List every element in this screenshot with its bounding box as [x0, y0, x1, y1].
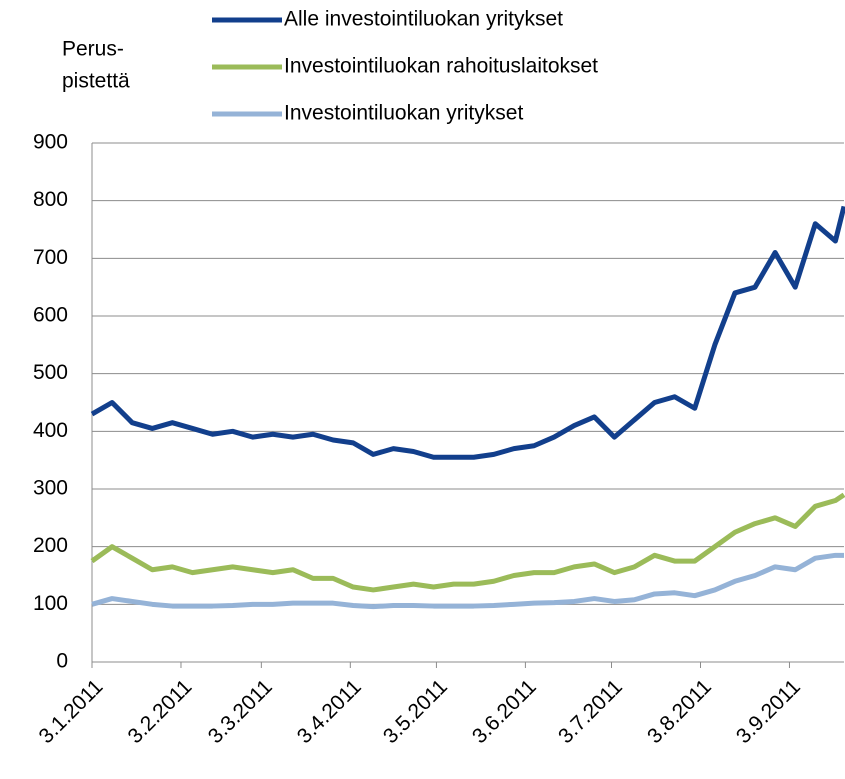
x-tick-label: 3.7.2011: [554, 675, 627, 748]
y-tick-label: 400: [33, 419, 68, 442]
x-tick-label: 3.5.2011: [379, 675, 452, 748]
series-line: [90, 205, 845, 460]
x-tick-label: 3.6.2011: [468, 675, 541, 748]
x-tick-label: 3.2.2011: [123, 675, 196, 748]
series-line: [90, 492, 845, 593]
x-tick-label: 3.9.2011: [732, 675, 805, 748]
y-tick-label: 0: [56, 650, 68, 673]
y-tick-label: 100: [33, 592, 68, 615]
y-tick-label: 600: [33, 304, 68, 327]
x-tick-label: 3.8.2011: [643, 675, 716, 748]
x-tick-label: 3.1.2011: [34, 675, 107, 748]
series-line: [91, 552, 844, 610]
y-axis-label: pistettä: [62, 70, 130, 93]
legend-label: Investointiluokan rahoituslaitokset: [284, 55, 598, 78]
x-tick-label: 3.4.2011: [293, 675, 366, 748]
legend-label: Investointiluokan yritykset: [284, 102, 523, 125]
y-axis-label: Perus-: [62, 38, 124, 61]
y-tick-label: 300: [33, 477, 68, 500]
y-tick-label: 800: [33, 188, 68, 211]
y-tick-label: 500: [33, 361, 68, 384]
y-tick-label: 900: [33, 131, 68, 154]
y-tick-label: 700: [33, 246, 68, 269]
y-tick-label: 200: [33, 534, 68, 557]
x-tick-label: 3.3.2011: [204, 675, 277, 748]
legend-label: Alle investointiluokan yritykset: [284, 8, 563, 31]
